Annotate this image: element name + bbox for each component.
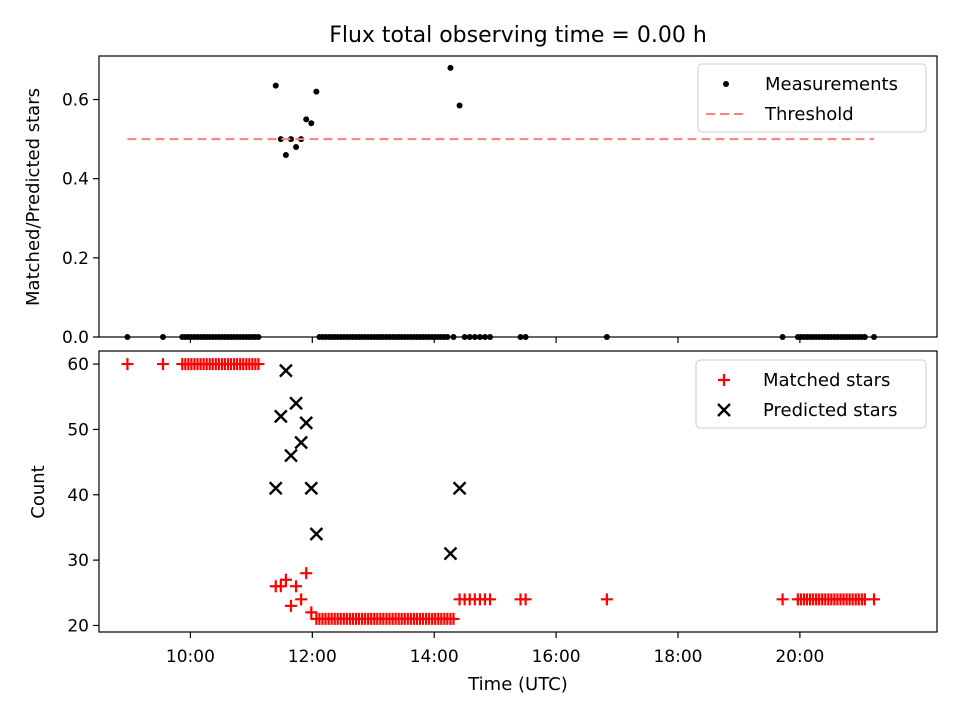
measurement-point — [308, 120, 315, 127]
top-panel-y-label: Matched/Predicted stars — [23, 88, 44, 306]
bottom-panel-y-label: Count — [28, 465, 49, 518]
measurement-point — [303, 116, 310, 123]
legend-label: Predicted stars — [763, 400, 897, 421]
y-tick-label: 0.2 — [62, 249, 89, 269]
predicted-stars-point — [289, 396, 303, 411]
predicted-stars-point — [273, 409, 288, 424]
legend-matched-swatch — [718, 374, 730, 386]
legend-label: Threshold — [764, 104, 854, 125]
x-axis-label: Time (UTC) — [467, 674, 568, 695]
measurement-point — [313, 88, 320, 95]
x-tick-label: 14:00 — [410, 647, 459, 667]
y-tick-label: 0.0 — [62, 328, 89, 348]
predicted-stars-point — [304, 481, 319, 496]
x-tick-label: 12:00 — [288, 647, 337, 667]
matched-stars-point — [121, 358, 134, 371]
y-tick-label: 20 — [67, 616, 89, 636]
top-panel-y-ticks: 0.0 0.2 0.4 0.6 — [62, 91, 99, 348]
figure-title: Flux total observing time = 0.00 h — [329, 23, 707, 48]
bottom-panel-x-ticks: 10:00 12:00 14:00 16:00 18:00 20:00 — [166, 632, 824, 667]
matched-stars-point — [300, 567, 313, 580]
matched-stars-point — [279, 573, 292, 586]
matched-stars-point — [447, 612, 460, 625]
measurement-point — [277, 136, 284, 143]
matched-stars-point — [519, 593, 532, 606]
predicted-stars-point — [452, 481, 467, 496]
bottom-panel-frame — [98, 350, 938, 633]
x-tick-label: 16:00 — [532, 647, 581, 667]
y-tick-label: 30 — [67, 551, 89, 571]
predicted-stars-point — [443, 546, 458, 561]
measurement-point — [456, 102, 463, 109]
top-panel: 0.0 0.2 0.4 0.6 Matched/Predicted stars Mea… — [23, 55, 938, 348]
matched-stars-point — [600, 593, 613, 606]
legend-measurements-swatch — [723, 81, 729, 87]
measurement-point — [447, 64, 454, 71]
measurement-point — [287, 136, 294, 143]
predicted-stars-point — [268, 481, 283, 496]
y-tick-label: 60 — [67, 355, 89, 375]
top-panel-legend: Measurements Threshold — [697, 63, 927, 133]
matched-stars-point — [484, 593, 497, 606]
bottom-panel-marks — [121, 358, 881, 625]
x-tick-label: 18:00 — [653, 647, 702, 667]
legend-predicted-swatch — [717, 403, 731, 417]
bottom-panel-y-ticks: 20 30 40 50 60 — [67, 355, 99, 636]
x-tick-label: 10:00 — [166, 647, 215, 667]
predicted-stars-point — [294, 435, 308, 450]
legend-label: Matched stars — [763, 370, 890, 391]
matched-stars-point — [156, 358, 169, 371]
predicted-stars-point — [309, 527, 324, 541]
y-tick-label: 0.6 — [62, 91, 89, 111]
predicted-stars-point — [284, 448, 298, 463]
predicted-stars-point — [299, 416, 314, 430]
matched-stars-point — [776, 593, 789, 606]
y-tick-label: 0.4 — [62, 170, 89, 190]
matched-stars-point — [305, 606, 318, 619]
measurement-point — [272, 82, 279, 89]
bottom-panel-legend: Matched stars Predicted stars — [695, 359, 927, 429]
top-panel-frame — [98, 55, 938, 338]
top-panel-x-ticks — [189, 337, 801, 343]
x-tick-label: 20:00 — [775, 647, 824, 667]
matched-stars-point — [274, 580, 287, 593]
matched-stars-point — [295, 593, 308, 606]
matched-stars-point — [252, 358, 265, 371]
legend-box — [697, 63, 927, 133]
measurement-point — [282, 151, 289, 158]
legend-label: Measurements — [765, 74, 898, 95]
bottom-panel: 20 30 40 50 60 10:00 12:00 14:00 16:00 18:00 20:0… — [28, 350, 938, 667]
matched-stars-point — [868, 593, 881, 606]
measurement-point — [293, 144, 300, 151]
y-tick-label: 50 — [67, 420, 89, 440]
matched-stars-point — [290, 580, 303, 593]
predicted-stars-point — [279, 363, 293, 378]
matched-stars-point — [284, 599, 297, 612]
legend-box — [695, 359, 927, 429]
y-tick-label: 40 — [67, 486, 89, 506]
